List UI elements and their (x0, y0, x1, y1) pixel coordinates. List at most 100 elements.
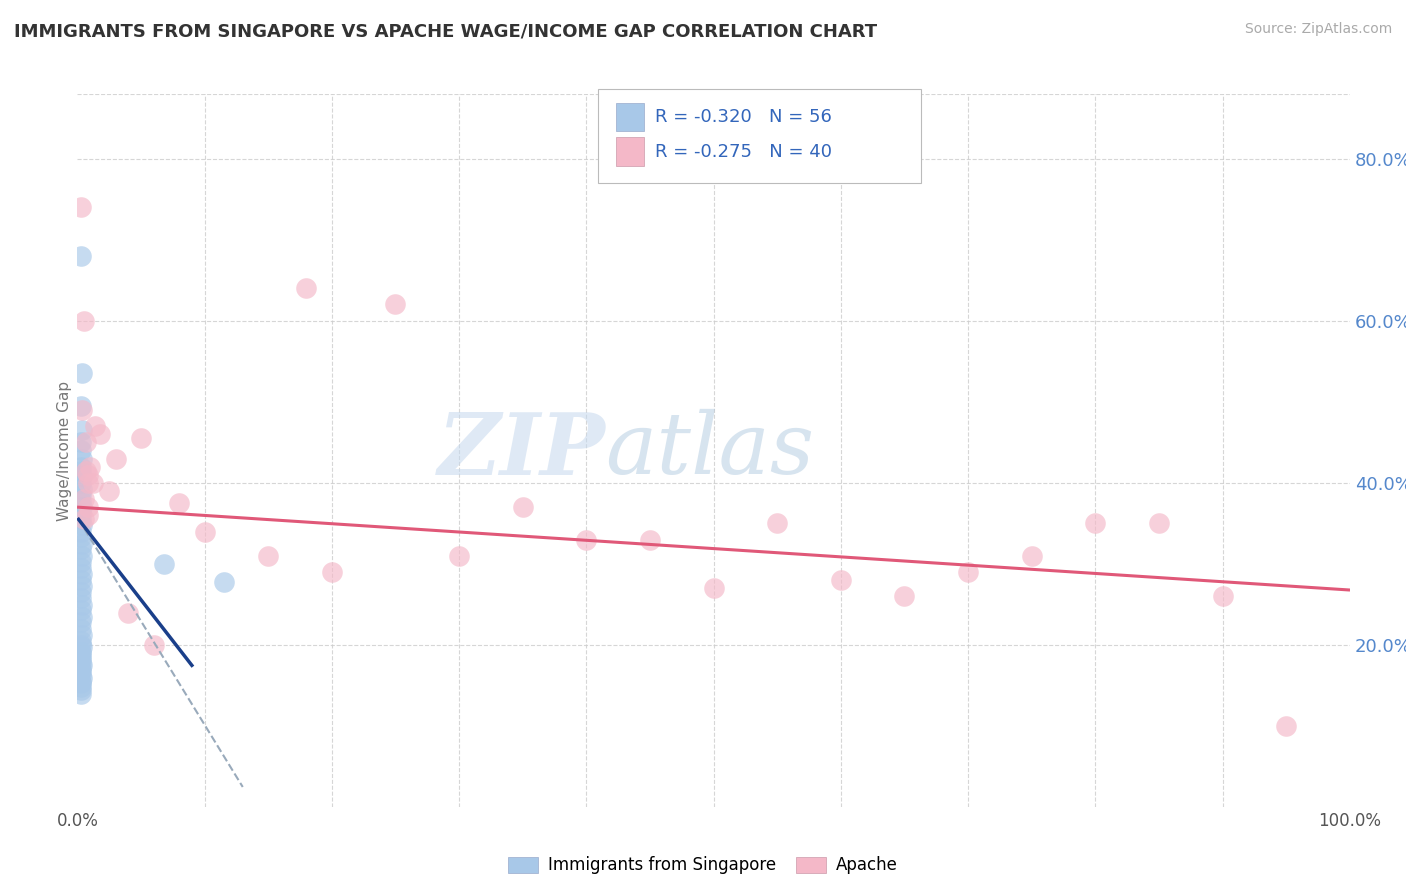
Point (72, 367, 94, 381)
Point (98, 483, 121, 498)
Point (70, 668, 93, 682)
Point (75, 464, 97, 478)
Text: IMMIGRANTS FROM SINGAPORE VS APACHE WAGE/INCOME GAP CORRELATION CHART: IMMIGRANTS FROM SINGAPORE VS APACHE WAGE… (14, 22, 877, 40)
Point (73, 314, 96, 328)
Point (70, 656, 93, 670)
Point (321, 565, 343, 579)
Point (72, 627, 94, 641)
Point (70, 646, 93, 660)
Point (129, 431, 152, 445)
Point (70, 682, 93, 697)
Point (1147, 516, 1170, 531)
Point (70, 200, 93, 214)
Point (512, 500, 534, 515)
Point (76, 500, 98, 515)
Point (70, 249, 93, 263)
Point (1084, 516, 1107, 531)
Point (70, 555, 93, 569)
Point (70, 542, 93, 557)
Point (70, 622, 93, 636)
Point (70, 687, 93, 701)
Point (76, 475, 98, 490)
Point (70, 435, 93, 450)
Point (70, 634, 93, 648)
Point (212, 574, 235, 589)
Point (1212, 590, 1234, 604)
Point (70, 530, 93, 544)
Point (72, 671, 94, 685)
Point (73, 512, 96, 526)
Point (72, 469, 94, 483)
Point (167, 496, 190, 510)
Point (70, 464, 93, 478)
Point (70, 585, 93, 599)
Point (72, 549, 94, 563)
Point (70, 680, 93, 694)
Point (70, 650, 93, 665)
Point (70, 676, 93, 690)
Point (638, 533, 661, 547)
Point (1275, 719, 1298, 733)
Point (84, 419, 107, 434)
Point (70, 475, 93, 490)
Point (72, 598, 94, 612)
Point (70, 459, 93, 474)
Text: R = -0.320   N = 56: R = -0.320 N = 56 (655, 108, 832, 126)
Point (117, 606, 139, 620)
Point (72, 403, 94, 417)
Point (70, 524, 93, 539)
Point (72, 609, 94, 624)
Point (76, 467, 98, 482)
Point (70, 399, 93, 413)
Point (70, 638, 93, 652)
Point (70, 662, 93, 676)
Point (295, 281, 318, 295)
Point (70, 506, 93, 520)
Point (257, 549, 280, 563)
Point (70, 493, 93, 508)
Point (75, 435, 97, 450)
Point (72, 518, 94, 533)
Point (89, 427, 111, 442)
Legend: Immigrants from Singapore, Apache: Immigrants from Singapore, Apache (502, 850, 904, 881)
Y-axis label: Wage/Income Gap: Wage/Income Gap (56, 380, 72, 521)
Point (72, 566, 94, 581)
Point (70, 674, 93, 689)
Point (893, 590, 915, 604)
Point (830, 573, 852, 587)
Point (449, 549, 471, 563)
Point (72, 482, 94, 496)
Point (70, 512, 93, 526)
Point (72, 658, 94, 673)
Point (79, 459, 101, 474)
Point (70, 561, 93, 575)
Point (70, 591, 93, 605)
Point (575, 533, 598, 547)
Point (72, 640, 94, 654)
Point (72, 579, 94, 593)
Point (73, 492, 96, 507)
Point (1021, 549, 1043, 563)
Point (194, 524, 217, 539)
Point (72, 423, 94, 437)
Point (957, 565, 980, 579)
Point (70, 664, 93, 678)
Text: ZIP: ZIP (437, 409, 606, 492)
Point (153, 557, 176, 571)
Point (70, 652, 93, 666)
Point (70, 615, 93, 630)
Point (70, 443, 93, 458)
Point (104, 451, 127, 466)
Point (142, 638, 165, 652)
Text: atlas: atlas (606, 409, 814, 491)
Point (384, 297, 406, 311)
Point (72, 500, 94, 515)
Point (72, 451, 94, 466)
Point (70, 488, 93, 502)
Point (82, 475, 104, 490)
Point (766, 516, 789, 531)
Point (70, 573, 93, 587)
Point (703, 582, 725, 596)
Point (76, 508, 98, 523)
Point (70, 603, 93, 617)
